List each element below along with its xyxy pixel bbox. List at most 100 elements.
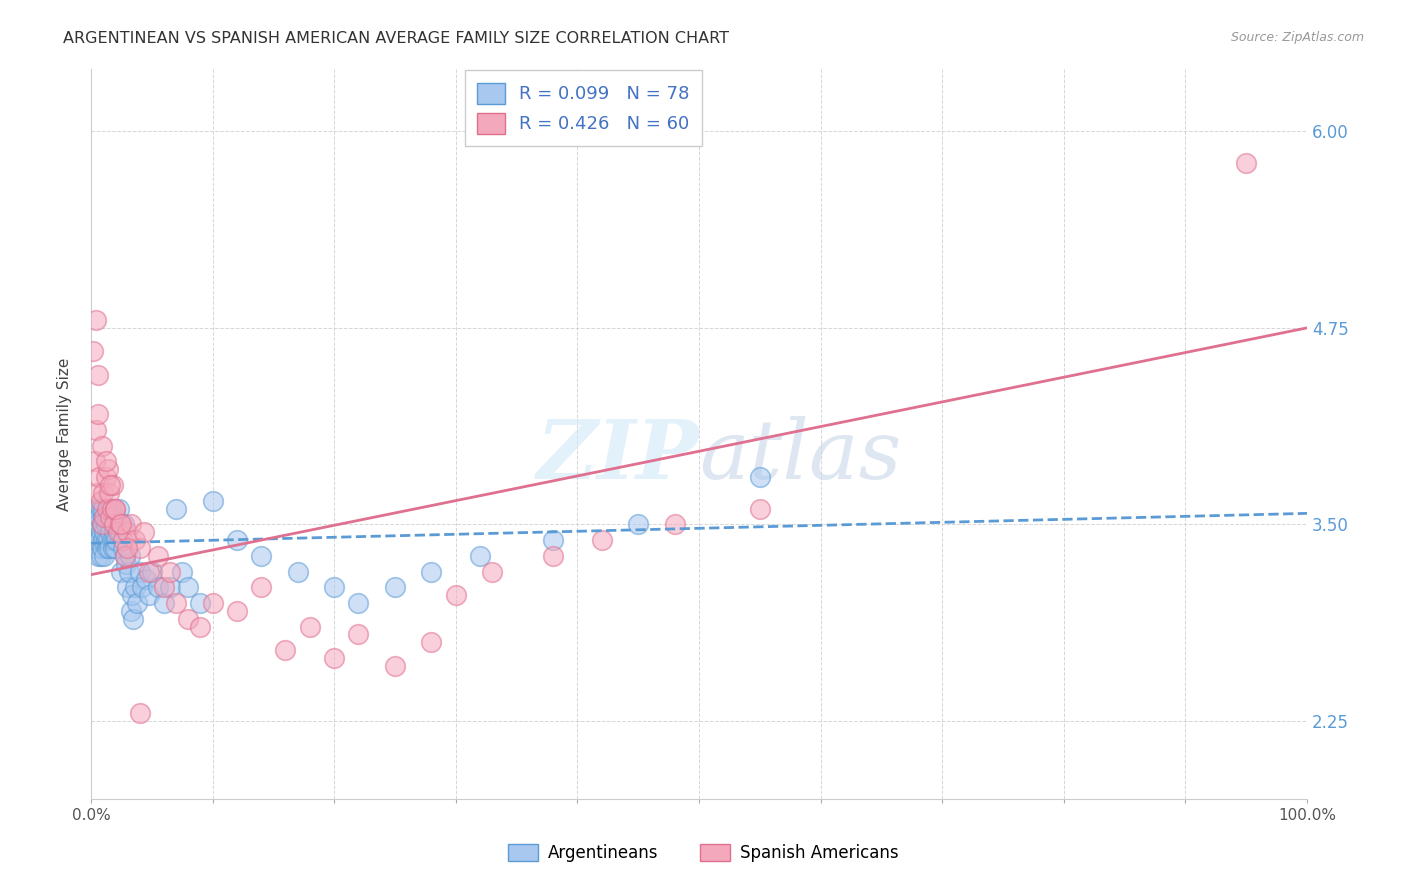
Point bbox=[103, 525, 125, 540]
Point bbox=[127, 596, 149, 610]
Point bbox=[105, 533, 128, 547]
Point bbox=[108, 525, 131, 540]
Point bbox=[225, 604, 247, 618]
Point bbox=[104, 501, 127, 516]
Point bbox=[82, 344, 104, 359]
Point bbox=[118, 549, 141, 563]
Point bbox=[172, 565, 194, 579]
Point bbox=[96, 541, 118, 555]
Point bbox=[94, 454, 117, 468]
Point bbox=[748, 470, 770, 484]
Point bbox=[131, 580, 153, 594]
Point bbox=[91, 501, 114, 516]
Text: Source: ZipAtlas.com: Source: ZipAtlas.com bbox=[1230, 31, 1364, 45]
Point bbox=[100, 478, 122, 492]
Point bbox=[86, 486, 108, 500]
Point bbox=[84, 541, 107, 555]
Point bbox=[468, 549, 491, 563]
Point bbox=[94, 517, 117, 532]
Point bbox=[190, 619, 212, 633]
Point bbox=[112, 517, 135, 532]
Point bbox=[104, 509, 127, 524]
Point bbox=[89, 533, 111, 547]
Point bbox=[153, 580, 176, 594]
Point bbox=[100, 509, 122, 524]
Point bbox=[115, 557, 138, 571]
Point bbox=[323, 580, 346, 594]
Point bbox=[90, 549, 112, 563]
Point bbox=[177, 580, 200, 594]
Point bbox=[87, 408, 110, 422]
Point bbox=[159, 580, 181, 594]
Point bbox=[225, 533, 247, 547]
Point bbox=[96, 509, 118, 524]
Point bbox=[117, 541, 139, 555]
Point bbox=[103, 517, 125, 532]
Point bbox=[90, 541, 112, 555]
Point bbox=[141, 565, 163, 579]
Point bbox=[94, 533, 117, 547]
Point bbox=[94, 470, 117, 484]
Point bbox=[287, 565, 309, 579]
Point bbox=[120, 604, 142, 618]
Point bbox=[86, 501, 108, 516]
Point bbox=[748, 501, 770, 516]
Point bbox=[384, 580, 406, 594]
Point bbox=[89, 509, 111, 524]
Point bbox=[111, 533, 134, 547]
Point bbox=[83, 517, 105, 532]
Text: ZIP: ZIP bbox=[536, 416, 699, 496]
Point bbox=[124, 580, 146, 594]
Point bbox=[93, 549, 115, 563]
Point bbox=[135, 573, 157, 587]
Point bbox=[98, 486, 121, 500]
Text: atlas: atlas bbox=[699, 416, 901, 496]
Point bbox=[89, 470, 111, 484]
Point bbox=[110, 517, 132, 532]
Point bbox=[93, 509, 115, 524]
Point bbox=[98, 517, 121, 532]
Point bbox=[104, 541, 127, 555]
Legend: R = 0.099   N = 78, R = 0.426   N = 60: R = 0.099 N = 78, R = 0.426 N = 60 bbox=[465, 70, 702, 146]
Point bbox=[91, 486, 114, 500]
Point bbox=[541, 533, 564, 547]
Point bbox=[96, 501, 118, 516]
Point bbox=[84, 423, 107, 437]
Point bbox=[120, 517, 142, 532]
Point bbox=[91, 533, 114, 547]
Point bbox=[481, 565, 503, 579]
Point bbox=[93, 525, 115, 540]
Point bbox=[104, 501, 127, 516]
Point bbox=[347, 627, 370, 641]
Point bbox=[134, 525, 156, 540]
Point bbox=[87, 549, 110, 563]
Legend: Argentineans, Spanish Americans: Argentineans, Spanish Americans bbox=[499, 836, 907, 871]
Point bbox=[90, 517, 112, 532]
Point bbox=[153, 596, 176, 610]
Point bbox=[190, 596, 212, 610]
Point bbox=[83, 454, 105, 468]
Point bbox=[128, 706, 150, 720]
Point bbox=[107, 525, 129, 540]
Y-axis label: Average Family Size: Average Family Size bbox=[58, 358, 72, 511]
Point bbox=[541, 549, 564, 563]
Point bbox=[91, 509, 114, 524]
Point bbox=[98, 541, 121, 555]
Point bbox=[100, 533, 122, 547]
Point bbox=[111, 541, 134, 555]
Point bbox=[138, 565, 160, 579]
Point bbox=[82, 533, 104, 547]
Point bbox=[108, 501, 131, 516]
Point bbox=[664, 517, 686, 532]
Point bbox=[627, 517, 650, 532]
Point bbox=[420, 565, 443, 579]
Point bbox=[159, 565, 181, 579]
Point bbox=[101, 478, 124, 492]
Point bbox=[250, 549, 273, 563]
Point bbox=[114, 549, 136, 563]
Point bbox=[100, 501, 122, 516]
Point bbox=[121, 588, 143, 602]
Point bbox=[90, 439, 112, 453]
Point bbox=[100, 509, 122, 524]
Point bbox=[124, 533, 146, 547]
